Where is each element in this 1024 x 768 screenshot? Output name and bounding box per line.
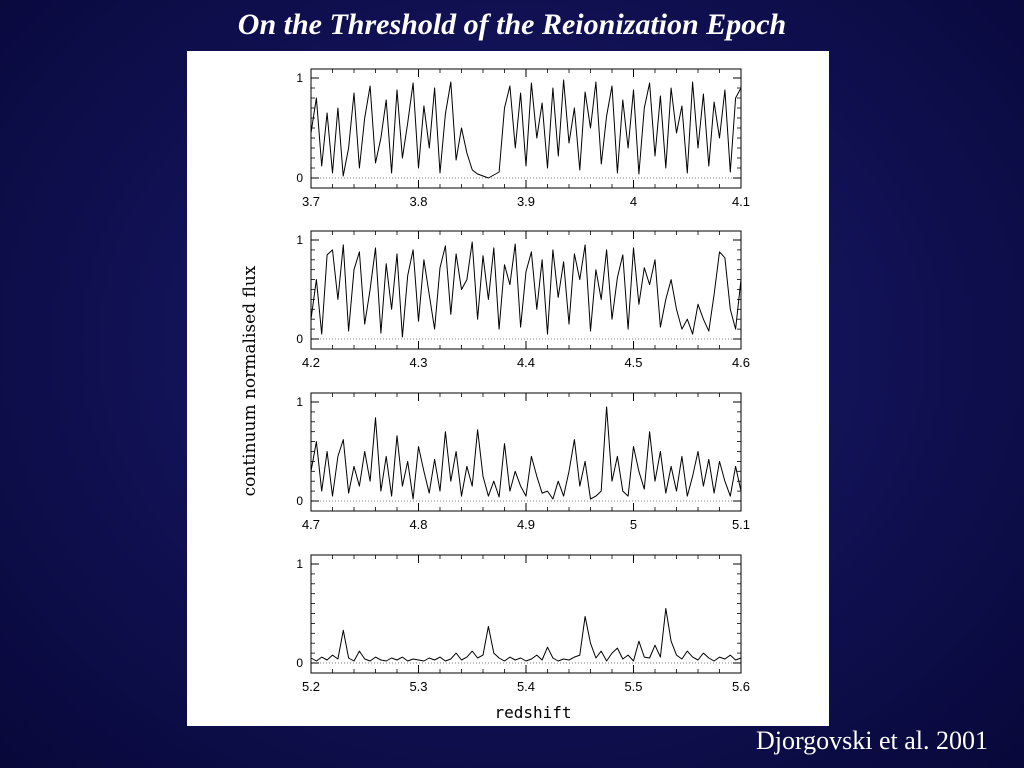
y-tick-label: 0 bbox=[296, 171, 303, 185]
x-tick-label: 5.6 bbox=[732, 679, 750, 694]
x-tick-label: 4.3 bbox=[409, 355, 427, 370]
x-tick-label: 4.7 bbox=[302, 517, 320, 532]
x-tick-label: 3.8 bbox=[409, 194, 427, 209]
y-tick-label: 1 bbox=[296, 557, 303, 571]
citation: Djorgovski et al. 2001 bbox=[755, 726, 988, 755]
x-tick-label: 4.2 bbox=[302, 355, 320, 370]
x-tick-label: 4.6 bbox=[732, 355, 750, 370]
x-tick-label: 3.7 bbox=[302, 194, 320, 209]
spectrum-line bbox=[310, 241, 742, 338]
spectrum-line bbox=[310, 608, 742, 662]
x-tick-label: 5.5 bbox=[624, 679, 642, 694]
x-tick-label: 5.2 bbox=[302, 679, 320, 694]
x-tick-label: 4.4 bbox=[517, 355, 535, 370]
y-tick-label: 0 bbox=[296, 656, 303, 670]
spectrum-line bbox=[310, 406, 742, 500]
y-tick-label: 0 bbox=[296, 332, 303, 346]
x-tick-label: 4 bbox=[630, 194, 637, 209]
x-tick-label: 5.1 bbox=[732, 517, 750, 532]
panel-frame bbox=[310, 68, 742, 189]
y-tick-label: 1 bbox=[296, 71, 303, 85]
x-tick-label: 5.3 bbox=[409, 679, 427, 694]
x-axis-label: redshift bbox=[494, 703, 571, 722]
y-tick-label: 0 bbox=[296, 494, 303, 508]
figure-panel: 3.7 3.8 3.9 4 4.1 1 0 4.2 4.3 4.4 4.5 4.6 1 0 4.7 4.8 4.… bbox=[187, 51, 829, 726]
spectrum-line bbox=[310, 79, 742, 179]
x-tick-label: 4.5 bbox=[624, 355, 642, 370]
y-tick-label: 1 bbox=[296, 233, 303, 247]
x-tick-label: 4.9 bbox=[517, 517, 535, 532]
x-tick-label: 3.9 bbox=[517, 194, 535, 209]
slide-title: On the Threshold of the Reionization Epo… bbox=[237, 8, 787, 41]
y-tick-label: 1 bbox=[296, 395, 303, 409]
x-tick-label: 5.4 bbox=[517, 679, 535, 694]
y-axis-label: continuum normalised flux bbox=[240, 265, 260, 496]
x-tick-label: 4.8 bbox=[409, 517, 427, 532]
spectra-figure: 3.7 3.8 3.9 4 4.1 1 0 4.2 4.3 4.4 4.5 4.6 1 0 4.7 4.8 4.… bbox=[240, 68, 750, 722]
x-tick-label: 5 bbox=[630, 517, 637, 532]
x-tick-label: 4.1 bbox=[732, 194, 750, 209]
